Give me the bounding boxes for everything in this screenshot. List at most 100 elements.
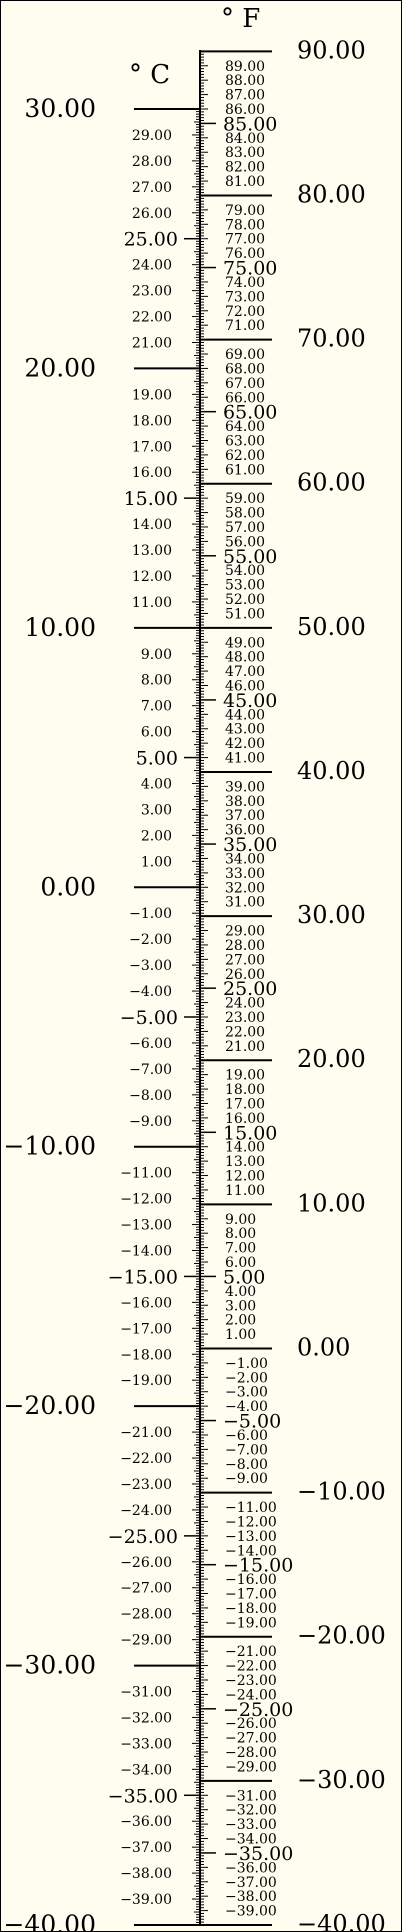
fahrenheit-minor-label: 73.00	[225, 289, 265, 305]
fahrenheit-minor-label: 4.00	[225, 1284, 256, 1300]
fahrenheit-minor-label: 26.00	[225, 967, 265, 983]
fahrenheit-minor-label: 64.00	[225, 419, 265, 435]
fahrenheit-minor-label: 56.00	[225, 534, 265, 550]
fahrenheit-major-label: 50.00	[297, 613, 366, 641]
celsius-minor-label: 17.00	[132, 439, 172, 455]
fahrenheit-mid-label: 55.00	[223, 546, 277, 568]
celsius-minor-label: 13.00	[132, 543, 172, 559]
celsius-minor-label: −7.00	[129, 1062, 172, 1078]
fahrenheit-minor-label: 46.00	[225, 679, 265, 695]
fahrenheit-minor-label: 54.00	[225, 563, 265, 579]
celsius-minor-label: −8.00	[129, 1088, 172, 1104]
fahrenheit-major-label: 30.00	[297, 901, 366, 929]
celsius-major-label: −20.00	[3, 1391, 96, 1420]
celsius-minor-label: 8.00	[141, 673, 172, 689]
fahrenheit-minor-label: 36.00	[225, 823, 265, 839]
celsius-minor-label: 16.00	[132, 465, 172, 481]
celsius-minor-label: −22.00	[120, 1451, 172, 1467]
celsius-minor-label: −6.00	[129, 1036, 172, 1052]
celsius-minor-label: −2.00	[129, 932, 172, 948]
fahrenheit-minor-label: −39.00	[225, 1904, 277, 1920]
fahrenheit-minor-label: 53.00	[225, 578, 265, 594]
celsius-minor-label: 26.00	[132, 206, 172, 222]
fahrenheit-scale: 90.00 80.00 70.00 60.00 50.00 40.00 30.00 20.00…	[200, 36, 386, 1931]
fahrenheit-minor-label: 76.00	[225, 246, 265, 262]
celsius-minor-label: −38.00	[120, 1866, 172, 1882]
celsius-minor-label: −11.00	[120, 1166, 172, 1182]
fahrenheit-mid-label: 35.00	[223, 834, 277, 856]
fahrenheit-minor-label: −12.00	[225, 1514, 277, 1530]
fahrenheit-minor-label: 13.00	[225, 1154, 265, 1170]
fahrenheit-minor-label: −1.00	[225, 1356, 268, 1372]
fahrenheit-minor-label: −38.00	[225, 1889, 277, 1905]
fahrenheit-minor-label: −22.00	[225, 1659, 277, 1675]
fahrenheit-minor-label: 47.00	[225, 664, 265, 680]
fahrenheit-minor-label: −19.00	[225, 1615, 277, 1631]
fahrenheit-minor-label: 8.00	[225, 1226, 256, 1242]
fahrenheit-major-label: 80.00	[297, 180, 366, 208]
fahrenheit-minor-label: −3.00	[225, 1385, 268, 1401]
fahrenheit-minor-label: 3.00	[225, 1298, 256, 1314]
celsius-minor-label: −34.00	[120, 1762, 172, 1778]
fahrenheit-major-label: 20.00	[297, 1045, 366, 1073]
fahrenheit-minor-label: −6.00	[225, 1428, 268, 1444]
fahrenheit-minor-label: 41.00	[225, 751, 265, 767]
fahrenheit-minor-label: 83.00	[225, 145, 265, 161]
celsius-minor-label: 22.00	[132, 310, 172, 326]
celsius-minor-label: 18.00	[132, 413, 172, 429]
celsius-minor-label: −4.00	[129, 984, 172, 1000]
fahrenheit-major-label: −20.00	[297, 1622, 386, 1650]
fahrenheit-minor-label: 11.00	[225, 1183, 265, 1199]
celsius-minor-label: −18.00	[120, 1347, 172, 1363]
fahrenheit-minor-label: 49.00	[225, 635, 265, 651]
celsius-minor-label: −12.00	[120, 1192, 172, 1208]
fahrenheit-minor-label: 66.00	[225, 390, 265, 406]
celsius-minor-label: −27.00	[120, 1581, 172, 1597]
fahrenheit-major-label: −10.00	[297, 1478, 386, 1506]
fahrenheit-minor-label: 7.00	[225, 1241, 256, 1257]
celsius-minor-label: −13.00	[120, 1218, 172, 1234]
fahrenheit-minor-label: 43.00	[225, 722, 265, 738]
celsius-minor-label: −16.00	[120, 1295, 172, 1311]
celsius-major-label: 10.00	[24, 613, 96, 642]
fahrenheit-minor-label: 19.00	[225, 1068, 265, 1084]
celsius-minor-label: 12.00	[132, 569, 172, 585]
celsius-minor-label: −32.00	[120, 1710, 172, 1726]
fahrenheit-minor-label: 67.00	[225, 376, 265, 392]
celsius-minor-label: −1.00	[129, 906, 172, 922]
fahrenheit-minor-label: 38.00	[225, 794, 265, 810]
celsius-minor-label: 1.00	[141, 854, 172, 870]
fahrenheit-minor-label: 18.00	[225, 1082, 265, 1098]
fahrenheit-minor-label: 59.00	[225, 491, 265, 507]
fahrenheit-mid-label: −35.00	[223, 1843, 293, 1865]
fahrenheit-minor-label: 79.00	[225, 203, 265, 219]
fahrenheit-unit-label: ° F	[221, 4, 260, 34]
celsius-minor-label: 7.00	[141, 699, 172, 715]
celsius-minor-label: −33.00	[120, 1736, 172, 1752]
fahrenheit-minor-label: 88.00	[225, 73, 265, 89]
fahrenheit-major-label: 90.00	[297, 36, 366, 64]
fahrenheit-minor-label: −27.00	[225, 1731, 277, 1747]
celsius-minor-label: 24.00	[132, 258, 172, 274]
fahrenheit-minor-label: −26.00	[225, 1716, 277, 1732]
celsius-minor-label: 27.00	[132, 180, 172, 196]
fahrenheit-minor-label: 23.00	[225, 1010, 265, 1026]
celsius-minor-label: −31.00	[120, 1685, 172, 1701]
fahrenheit-minor-label: −32.00	[225, 1803, 277, 1819]
fahrenheit-minor-label: 81.00	[225, 174, 265, 190]
fahrenheit-mid-label: 5.00	[223, 1266, 265, 1288]
fahrenheit-minor-label: −29.00	[225, 1759, 277, 1775]
celsius-minor-label: 28.00	[132, 154, 172, 170]
fahrenheit-minor-label: 22.00	[225, 1024, 265, 1040]
fahrenheit-minor-label: 68.00	[225, 361, 265, 377]
celsius-major-label: −10.00	[3, 1132, 96, 1161]
fahrenheit-minor-label: 84.00	[225, 131, 265, 147]
celsius-minor-label: 9.00	[141, 647, 172, 663]
fahrenheit-minor-label: −4.00	[225, 1399, 268, 1415]
celsius-major-label: −40.00	[3, 1910, 96, 1931]
fahrenheit-minor-label: −24.00	[225, 1687, 277, 1703]
fahrenheit-minor-label: 37.00	[225, 808, 265, 824]
celsius-minor-label: −24.00	[120, 1503, 172, 1519]
